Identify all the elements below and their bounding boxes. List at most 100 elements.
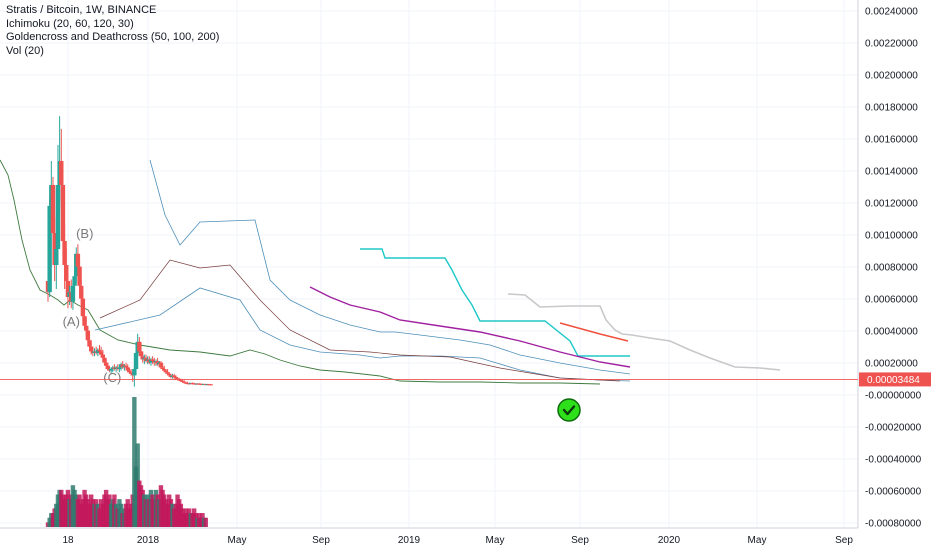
- check-circle-bg: [557, 398, 581, 422]
- candle-body: [105, 365, 110, 369]
- candle-body: [127, 370, 132, 373]
- y-tick-label: 0.00240000: [865, 7, 918, 18]
- candle-body: [167, 373, 172, 376]
- candle-body: [79, 285, 84, 299]
- ma-100-line: [309, 286, 631, 368]
- candle-body: [60, 185, 66, 241]
- x-tick-label: Sep: [312, 535, 330, 546]
- x-tick-label: Sep: [571, 535, 589, 546]
- candle-body: [87, 340, 92, 347]
- wave-labels-layer: (A) (B) (C): [63, 226, 122, 385]
- y-tick-label: -0.00040000: [865, 455, 922, 466]
- y-tick-label: 0.00020000: [865, 359, 918, 370]
- candle-body: [137, 341, 142, 352]
- legend: Stratis / Bitcoin, 1W, BINANCE Ichimoku …: [6, 4, 219, 58]
- candle-body: [70, 285, 76, 302]
- candle-body: [158, 362, 164, 368]
- candle-body: [100, 354, 106, 358]
- y-tick-label: 0.00060000: [865, 295, 918, 306]
- x-tick-label: May: [486, 535, 505, 546]
- wave-label: (B): [76, 226, 93, 241]
- x-tick-label: 18: [62, 535, 74, 546]
- senkou-span-a: [149, 159, 631, 375]
- ma-200-line: [507, 293, 781, 371]
- y-tick-label: 0.00160000: [865, 135, 918, 146]
- ichimoku-layer: [0, 159, 631, 385]
- candle-body: [54, 249, 59, 265]
- senkou-span-b: [94, 287, 631, 382]
- candle-body: [123, 365, 129, 368]
- candle-body: [62, 241, 67, 265]
- y-tick-label: 0.00120000: [865, 199, 918, 210]
- volume-bar: [132, 397, 137, 527]
- grid-layer: [0, 0, 858, 528]
- check-circle-icon: [557, 398, 581, 422]
- candle-body: [65, 281, 71, 297]
- candle-body: [163, 370, 169, 373]
- cyan-stepped-line: [360, 248, 630, 357]
- candles-layer: [45, 116, 213, 387]
- candle-body: [133, 353, 139, 369]
- candle-body: [172, 375, 177, 377]
- candle-body: [180, 381, 185, 382]
- lagging-span: [0, 159, 601, 385]
- y-tick-label: 0.00200000: [865, 71, 918, 82]
- candle-body: [108, 369, 114, 371]
- candle-body: [80, 298, 86, 317]
- check-mark: [562, 405, 576, 416]
- candle-body: [50, 185, 56, 233]
- y-tick-label: 0.00080000: [865, 263, 918, 274]
- candle-body: [138, 351, 144, 357]
- x-tick-label: Sep: [835, 535, 853, 546]
- y-tick-label: 0.00100000: [865, 231, 918, 242]
- base-line: [99, 259, 621, 382]
- marker-layer: [557, 398, 581, 422]
- candle-body: [160, 367, 165, 369]
- last-price-badge: [859, 372, 931, 387]
- volume-bar: [203, 517, 208, 527]
- indicator-volume[interactable]: Vol (20): [6, 44, 44, 57]
- candle-body: [165, 372, 170, 374]
- candle-body: [97, 349, 102, 352]
- candle-body: [128, 372, 134, 374]
- moving-averages-layer: [309, 248, 781, 371]
- x-tick-label: May: [228, 535, 247, 546]
- x-tick-label: 2019: [398, 535, 421, 546]
- candle-body: [132, 369, 137, 376]
- candle-body: [72, 276, 77, 286]
- y-tick-label: 0.00220000: [865, 39, 918, 50]
- candle-body: [55, 185, 61, 249]
- candle-body: [64, 265, 69, 281]
- candle-body: [88, 346, 94, 352]
- candle-body: [173, 377, 179, 379]
- candle-body: [98, 351, 104, 355]
- y-tick-label: 0.00140000: [865, 167, 918, 178]
- y-tick-label: 0.00180000: [865, 103, 918, 114]
- candle-body: [178, 380, 184, 382]
- candle-body: [117, 367, 122, 369]
- candle-body: [181, 381, 187, 383]
- candle-body: [47, 205, 52, 293]
- y-tick-label: -0.00000000: [865, 391, 922, 402]
- candle-body: [85, 330, 91, 341]
- candle-body: [75, 253, 81, 267]
- symbol-title[interactable]: Stratis / Bitcoin, 1W, BINANCE: [6, 4, 157, 16]
- candle-body: [125, 367, 130, 371]
- candle-body: [83, 325, 89, 331]
- candle-body: [82, 316, 87, 326]
- indicator-ichimoku[interactable]: Ichimoku (20, 60, 120, 30): [6, 17, 134, 30]
- y-tick-label: -0.00020000: [865, 423, 922, 434]
- x-tick-label: 2018: [137, 535, 160, 546]
- ma-50-line: [559, 322, 629, 342]
- wave-label: (A): [63, 314, 80, 329]
- x-tick-label: 2020: [658, 535, 681, 546]
- y-tick-label: -0.00080000: [865, 519, 922, 530]
- x-tick-label: May: [748, 535, 767, 546]
- indicator-golden-death-cross[interactable]: Goldencross and Deathcross (50, 100, 200…: [6, 31, 220, 43]
- candle-body: [208, 384, 213, 386]
- wave-label: (C): [103, 370, 121, 385]
- candle-body: [77, 266, 82, 286]
